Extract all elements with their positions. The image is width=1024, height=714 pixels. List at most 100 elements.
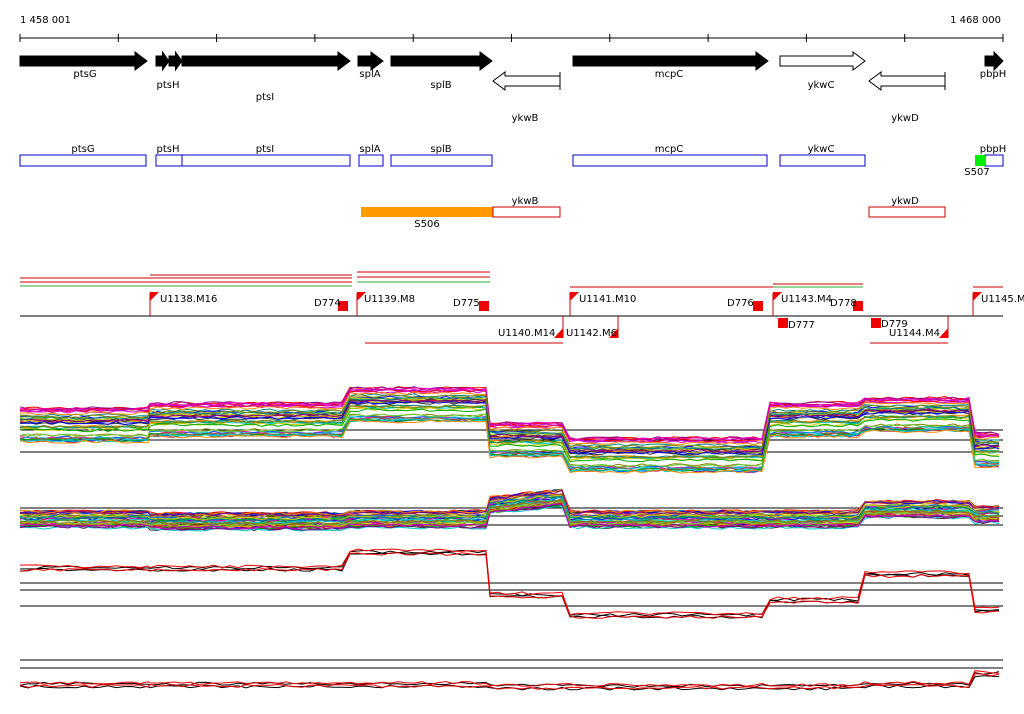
gene-label: ykwC <box>808 80 835 91</box>
expression-line <box>19 671 1000 688</box>
gene-arrow <box>19 51 148 71</box>
gene-label: ykwD <box>891 113 919 124</box>
expression-line <box>19 418 1000 473</box>
terminator <box>479 301 489 311</box>
gene-box-label: ptsH <box>157 144 180 155</box>
terminator <box>338 301 348 311</box>
gene-label: pbpH <box>980 69 1007 80</box>
gene-box <box>779 154 866 167</box>
unit-label: U1145.M <box>981 294 1024 305</box>
gene-box <box>572 154 768 167</box>
expression-line <box>19 418 1000 472</box>
gene-label: ptsG <box>73 69 96 80</box>
unit-label: U1144.M4 <box>889 328 940 339</box>
expression-line <box>19 401 1000 456</box>
flag-head <box>773 292 782 301</box>
gene-arrow <box>181 51 351 71</box>
flag-head <box>939 328 948 338</box>
gene-box-label: splB <box>430 144 451 155</box>
expression-line <box>19 396 1000 450</box>
unit-label: U1143.M4 <box>781 294 832 305</box>
terminator-label: D775 <box>453 298 480 309</box>
gene-label: ptsH <box>157 80 180 91</box>
expression-line <box>19 552 1000 619</box>
gene-arrow <box>168 50 183 72</box>
expression-line <box>19 413 1000 468</box>
expression-line <box>19 388 1000 443</box>
flag-head <box>554 328 563 338</box>
expression-line <box>19 489 1000 517</box>
expression-line <box>19 398 1000 453</box>
expression-line <box>19 416 1000 471</box>
terminator-label: D774 <box>314 298 341 309</box>
marker-label: S507 <box>964 167 989 178</box>
ruler-start: 1 458 001 <box>20 15 71 26</box>
expression-line <box>19 551 1000 619</box>
expression-line <box>19 495 1000 523</box>
segment-box <box>492 206 561 218</box>
gene-box-label: splA <box>359 144 380 155</box>
gene-arrow <box>984 50 1004 72</box>
expression-line <box>19 501 1000 529</box>
unit-label: U1140.M14 <box>498 328 555 339</box>
terminator-label: D779 <box>881 319 908 330</box>
gene-box-label: mcpC <box>655 144 684 155</box>
unit-label: U1138.M16 <box>160 294 217 305</box>
expression-line <box>19 673 1000 690</box>
terminator <box>871 318 881 328</box>
gene-label: mcpC <box>655 69 684 80</box>
unit-label: U1141.M10 <box>579 294 636 305</box>
expression-line <box>19 391 1000 446</box>
gene-label: splA <box>359 69 380 80</box>
flag-head <box>357 292 366 301</box>
expression-line <box>19 503 1000 530</box>
gene-arrow <box>572 51 769 71</box>
gene-box <box>181 154 351 167</box>
unit-label: U1142.M6 <box>566 328 617 339</box>
expression-line <box>19 489 1000 516</box>
terminator <box>853 301 863 311</box>
gene-box-label: pbpH <box>980 144 1007 155</box>
gene-arrow <box>155 50 170 72</box>
segment <box>361 207 493 217</box>
terminator <box>753 301 763 311</box>
expression-line <box>19 387 1000 442</box>
expression-line <box>19 419 1000 474</box>
segment-box-label: ykwD <box>891 196 919 207</box>
expression-line <box>19 499 1000 526</box>
terminator-label: D778 <box>830 298 857 309</box>
gene-label: ykwB <box>512 113 539 124</box>
gene-box <box>390 154 493 167</box>
gene-box-label: ptsG <box>71 144 94 155</box>
terminator-label: D777 <box>788 320 815 331</box>
flag-head <box>150 292 159 301</box>
gene-box <box>19 154 147 167</box>
flag-head <box>570 292 579 301</box>
ruler-end: 1 468 000 <box>950 15 1001 26</box>
expression-line <box>19 404 1000 459</box>
segment-label: S506 <box>414 219 439 230</box>
gene-arrow <box>779 51 866 71</box>
gene-label: ptsI <box>256 92 274 103</box>
expression-line <box>19 670 1000 687</box>
marker <box>975 155 985 166</box>
terminator <box>778 318 788 328</box>
expression-line <box>19 499 1000 527</box>
segment-box-label: ykwB <box>512 196 539 207</box>
gene-box-label: ptsI <box>256 144 274 155</box>
gene-arrow <box>868 71 946 91</box>
segment-box <box>868 206 946 218</box>
gene-arrow <box>390 51 493 71</box>
flag-head <box>973 292 982 301</box>
gene-arrow <box>492 71 561 91</box>
gene-box <box>984 154 1004 167</box>
expression-line <box>20 394 1000 449</box>
expression-line <box>19 495 999 521</box>
gene-label: splB <box>430 80 451 91</box>
expression-line <box>19 500 1000 528</box>
expression-line <box>19 408 1000 463</box>
expression-line <box>19 506 1000 532</box>
expression-line <box>19 404 1000 459</box>
gene-arrow <box>357 51 384 71</box>
